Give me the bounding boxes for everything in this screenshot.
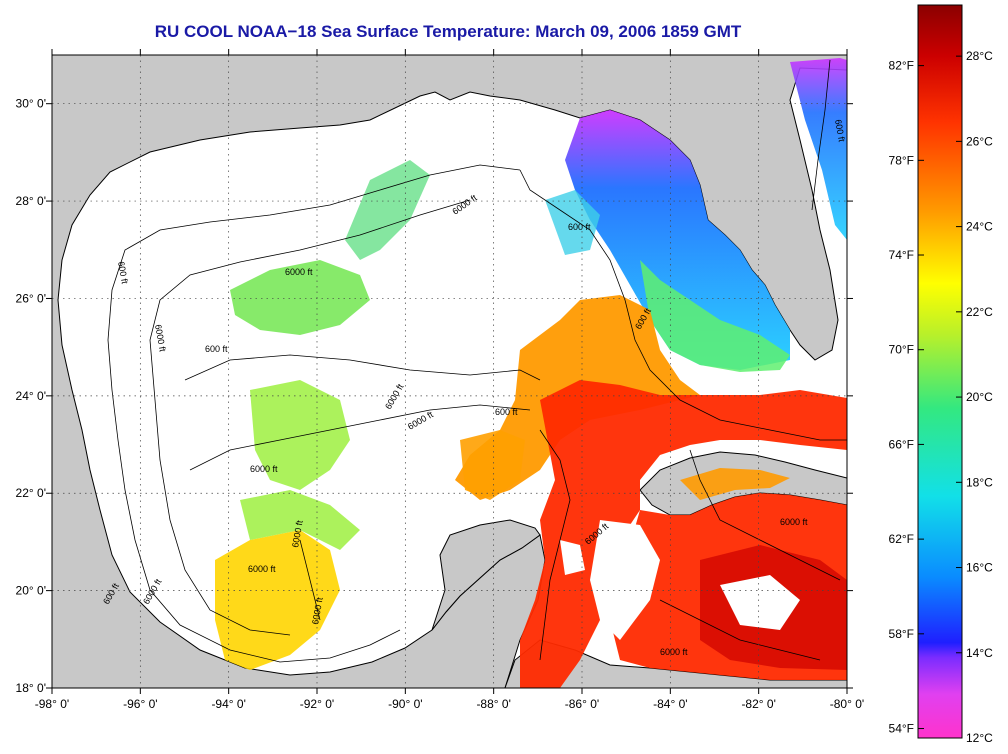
sst-southwest-yellow xyxy=(215,530,340,670)
celsius-label: 16°C xyxy=(966,561,993,575)
map-title: RU COOL NOAA−18 Sea Surface Temperature:… xyxy=(155,22,742,41)
lon-label: -84° 0' xyxy=(653,697,687,711)
contour-label: 6000 ft xyxy=(290,519,305,548)
sst-atlantic-strip xyxy=(790,58,847,240)
lon-label: -82° 0' xyxy=(741,697,775,711)
sst-southwest-green xyxy=(240,490,360,550)
lat-label: 26° 0' xyxy=(16,291,46,305)
contour-label: 600 ft xyxy=(568,222,591,232)
map-panel: 600 ft 6000 ft 600 ft 6000 ft 600 ft 600… xyxy=(52,55,847,688)
lat-label: 30° 0' xyxy=(16,97,46,111)
lon-label: -86° 0' xyxy=(565,697,599,711)
map-axes: -98° 0' -96° 0' -94° 0' -92° 0' -90° 0' -88° … xyxy=(16,49,864,711)
fahrenheit-label: 62°F xyxy=(889,532,914,546)
map-grid xyxy=(52,55,847,688)
cloud-patch-1 xyxy=(590,520,660,640)
fahrenheit-label: 78°F xyxy=(889,153,914,167)
contour-label: 6000 ft xyxy=(780,517,808,527)
fahrenheit-label: 70°F xyxy=(889,343,914,357)
contour-label: 6000 ft xyxy=(285,267,313,277)
yucatan-coast-mask xyxy=(431,519,541,631)
contour-label: 6000 ft xyxy=(248,564,276,574)
sst-bay-campeche-orange xyxy=(460,430,525,500)
lon-label: -90° 0' xyxy=(388,697,422,711)
lat-label: 22° 0' xyxy=(16,486,46,500)
lat-label: 20° 0' xyxy=(16,584,46,598)
sst-central-green xyxy=(250,380,350,490)
sst-mid-green-streak xyxy=(345,160,430,260)
celsius-label: 12°C xyxy=(966,731,993,745)
lon-label: -92° 0' xyxy=(300,697,334,711)
colorbar-ticks: 28°C 26°C 24°C 22°C 20°C 18°C 16°C 14°C 12°C 82°F… xyxy=(889,49,994,745)
lon-label: -98° 0' xyxy=(35,697,69,711)
contour-label: 600 ft xyxy=(495,407,518,417)
sst-cyan-streak xyxy=(545,190,600,255)
celsius-label: 28°C xyxy=(966,49,993,63)
celsius-label: 20°C xyxy=(966,390,993,404)
contour-label: 6000 ft xyxy=(250,464,278,474)
fahrenheit-label: 82°F xyxy=(889,59,914,73)
sst-yucatan-orange xyxy=(680,468,790,500)
contour-label: 600 ft xyxy=(205,344,228,354)
lon-label: -94° 0' xyxy=(211,697,245,711)
contour-label: 6000 ft xyxy=(153,324,168,353)
contour-label: 6000 ft xyxy=(310,596,325,625)
bathymetry-contours xyxy=(107,59,847,663)
map-frame xyxy=(51,54,848,689)
lat-label: 18° 0' xyxy=(16,681,46,695)
celsius-label: 24°C xyxy=(966,220,993,234)
cloud-patch-2 xyxy=(720,575,800,630)
lon-label: -80° 0' xyxy=(830,697,864,711)
fahrenheit-label: 66°F xyxy=(889,437,914,451)
sst-west-green xyxy=(230,260,370,335)
celsius-label: 18°C xyxy=(966,475,993,489)
lon-label: -96° 0' xyxy=(123,697,157,711)
lon-label: -88° 0' xyxy=(476,697,510,711)
contour-label: 6000 ft xyxy=(660,647,688,657)
contour-label: 600 ft xyxy=(833,119,847,143)
fahrenheit-label: 74°F xyxy=(889,248,914,262)
celsius-label: 22°C xyxy=(966,305,993,319)
fahrenheit-label: 58°F xyxy=(889,627,914,641)
fahrenheit-label: 54°F xyxy=(889,722,914,736)
cloud-patch-3 xyxy=(560,540,585,575)
celsius-label: 26°C xyxy=(966,134,993,148)
lat-label: 28° 0' xyxy=(16,194,46,208)
colorbar: 28°C 26°C 24°C 22°C 20°C 18°C 16°C 14°C 12°C 82°F… xyxy=(889,4,994,745)
colorbar-gradient xyxy=(917,4,963,739)
celsius-label: 14°C xyxy=(966,646,993,660)
sst-florida-shelf-green xyxy=(640,260,790,372)
contour-label: 600 ft xyxy=(116,261,130,285)
sst-florida-shelf xyxy=(565,110,790,370)
lat-label: 24° 0' xyxy=(16,389,46,403)
